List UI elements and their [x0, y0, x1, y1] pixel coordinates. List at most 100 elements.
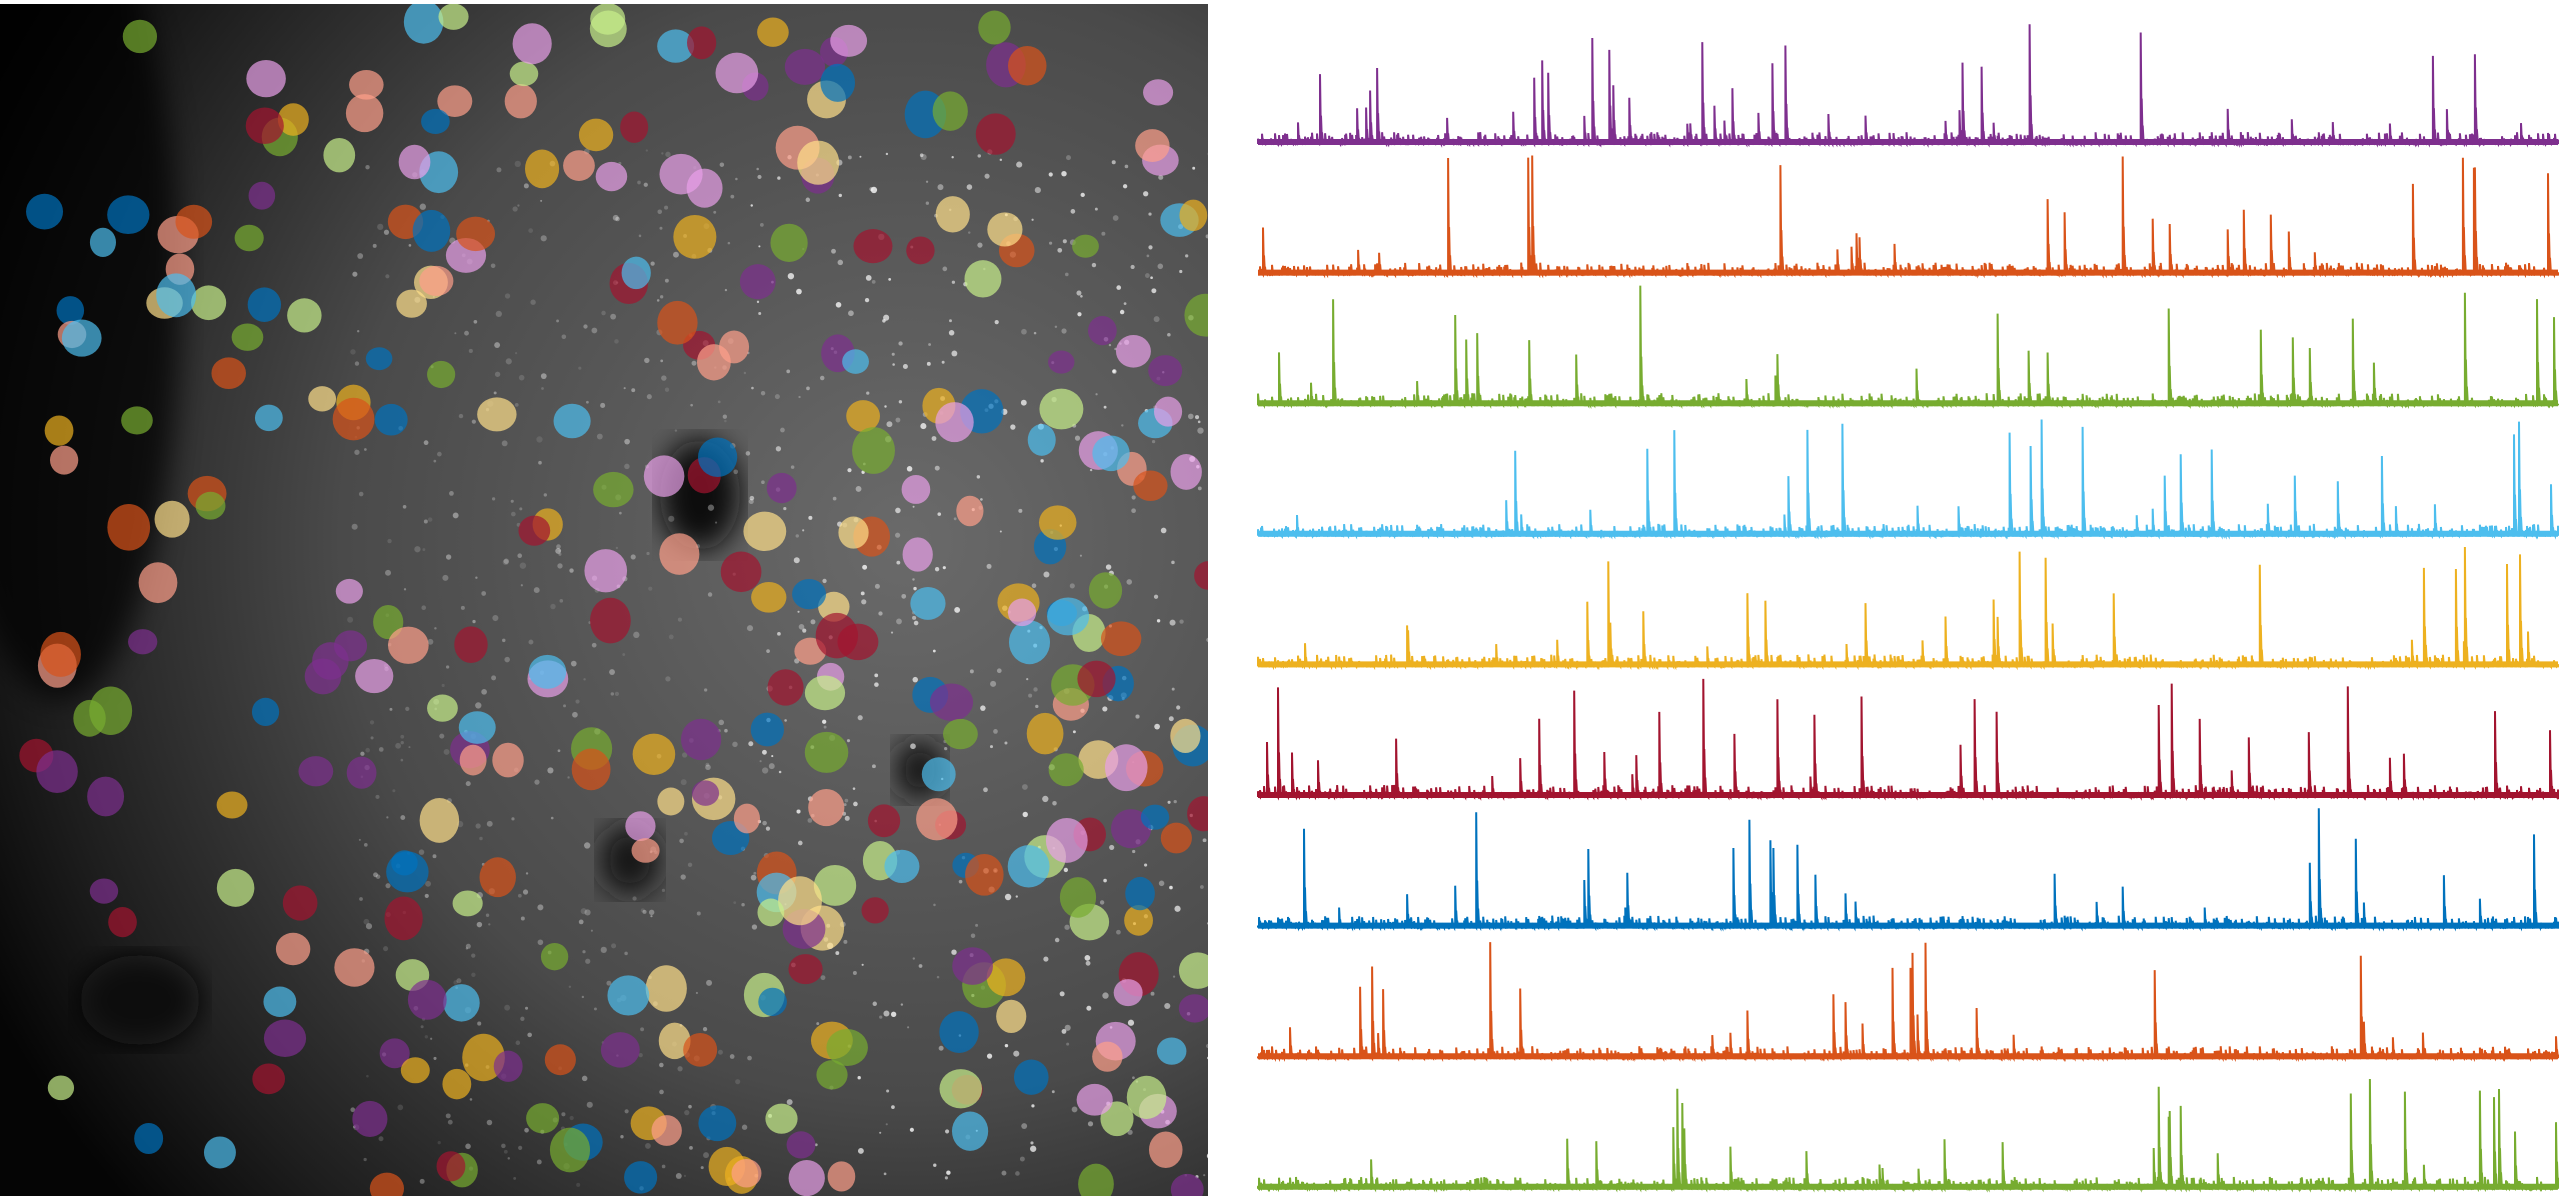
speckle [805, 197, 811, 203]
speckle [883, 314, 890, 321]
speckle [583, 324, 588, 329]
roi [458, 711, 496, 744]
roi [61, 319, 102, 357]
speckle [547, 767, 554, 774]
trace [1257, 808, 2559, 932]
speckle [682, 752, 688, 758]
speckle [352, 271, 358, 277]
speckle [864, 297, 870, 303]
speckle [1122, 184, 1128, 189]
roi [1140, 804, 1170, 830]
speckle [600, 946, 607, 953]
roi [1133, 470, 1168, 502]
speckle [1197, 420, 1201, 424]
speckle [882, 319, 886, 323]
roi [355, 658, 394, 694]
speckle [570, 660, 577, 667]
speckle [832, 496, 837, 501]
roi [36, 750, 78, 794]
speckle [958, 879, 963, 884]
roi [427, 360, 456, 389]
roi [528, 654, 567, 689]
speckle [433, 1056, 437, 1060]
roi [44, 415, 74, 446]
speckle [861, 599, 867, 605]
speckle [442, 574, 449, 581]
speckle [857, 1148, 864, 1154]
speckle [713, 210, 717, 214]
speckle [512, 206, 518, 212]
speckle [807, 818, 813, 823]
speckle [871, 280, 876, 284]
speckle [843, 803, 847, 807]
roi [247, 287, 282, 322]
roi [89, 878, 119, 904]
roi [246, 59, 286, 98]
speckle [503, 558, 509, 564]
roi [1092, 1041, 1123, 1072]
speckle [642, 909, 647, 914]
speckle [741, 902, 745, 907]
roi [107, 195, 150, 235]
speckle [920, 423, 927, 430]
speckle [912, 578, 915, 581]
speckle [977, 242, 983, 248]
speckle [695, 991, 698, 995]
roi [252, 1063, 286, 1095]
speckle [347, 616, 354, 623]
speckle [590, 929, 593, 932]
speckle [1131, 495, 1136, 500]
speckle [433, 459, 437, 463]
speckle [1179, 269, 1183, 274]
roi [1007, 46, 1047, 86]
roi [758, 987, 787, 1017]
roi [403, 4, 444, 44]
speckle [533, 587, 540, 594]
roi [1088, 315, 1117, 346]
roi [770, 223, 808, 262]
speckle [1130, 264, 1135, 270]
speckle [1206, 637, 1208, 642]
roi [842, 349, 869, 374]
speckle [591, 642, 597, 648]
roi [853, 229, 893, 264]
roi [607, 975, 650, 1016]
speckle [452, 512, 459, 519]
speckle [1127, 1019, 1135, 1026]
speckle [1022, 811, 1028, 818]
speckle [810, 619, 816, 625]
speckle [624, 1109, 629, 1114]
speckle [524, 1127, 529, 1133]
roi [298, 756, 334, 787]
speckle [1022, 784, 1028, 790]
speckle [707, 592, 713, 597]
speckle [518, 374, 525, 381]
roi [231, 323, 264, 351]
speckle [1074, 435, 1081, 441]
speckle [1030, 1141, 1034, 1145]
speckle [986, 563, 992, 569]
speckle [423, 519, 428, 524]
roi [1072, 234, 1099, 258]
speckle [421, 605, 427, 610]
speckle [857, 715, 863, 721]
speckle [668, 634, 674, 640]
roi [122, 19, 158, 54]
roi [1184, 293, 1208, 337]
speckle [364, 448, 367, 451]
speckle [1135, 714, 1140, 719]
speckle [668, 515, 675, 522]
speckle [372, 243, 377, 248]
speckle [465, 947, 469, 950]
speckle [932, 649, 936, 653]
roi [910, 587, 946, 620]
speckle [1156, 619, 1161, 623]
speckle [510, 499, 514, 503]
speckle [937, 512, 942, 516]
roi [525, 149, 560, 189]
roi [921, 757, 956, 792]
speckle [778, 770, 782, 774]
speckle [575, 699, 580, 704]
roi [254, 404, 283, 432]
speckle [796, 288, 802, 295]
